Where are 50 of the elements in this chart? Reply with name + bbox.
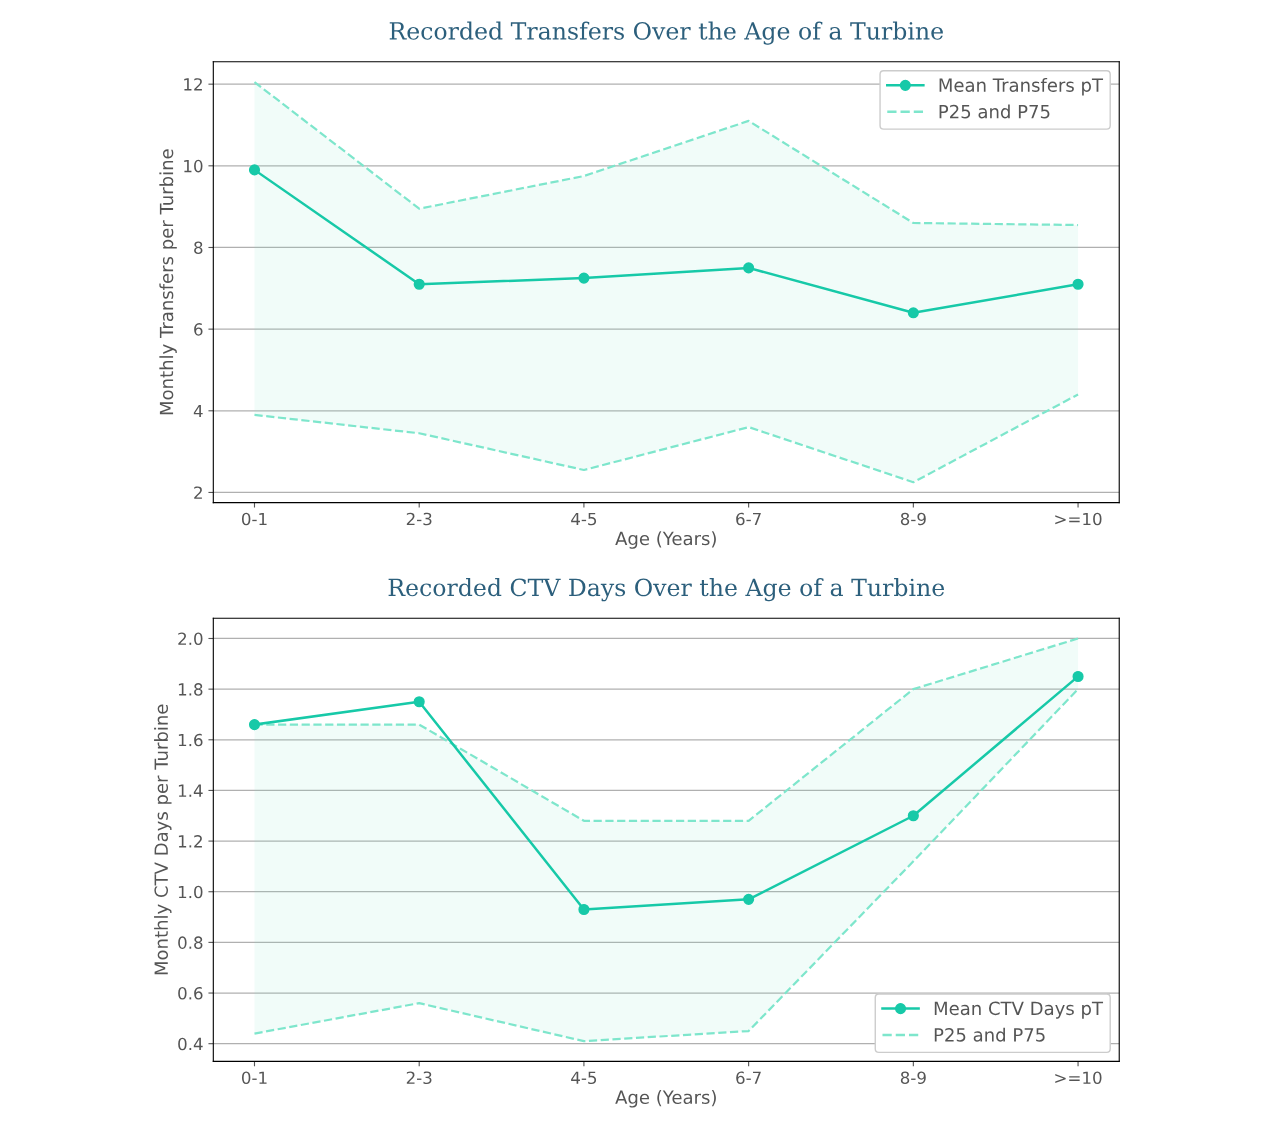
x-tick-label: 2-3 xyxy=(406,1071,432,1085)
legend-label: Mean CTV Days pT xyxy=(934,1001,1104,1019)
x-tick-label: 4-5 xyxy=(571,1071,597,1085)
legend-label: Mean Transfers pT xyxy=(939,77,1104,96)
x-tick-label: 6-7 xyxy=(736,1071,761,1085)
point xyxy=(743,262,755,274)
line-series xyxy=(253,393,1080,484)
y-tick-label: 8 xyxy=(194,241,203,255)
chart-title: Recorded CTV Days Over the Age of a Turbine xyxy=(388,578,945,602)
y-tick-label: 12 xyxy=(184,78,202,91)
y-tick-label: 6 xyxy=(194,323,203,336)
x-tick-label: 2-3 xyxy=(406,512,432,526)
point xyxy=(578,903,590,916)
y-tick-label: 1.4 xyxy=(178,784,203,797)
x-tick-label: 0-1 xyxy=(241,1071,267,1085)
y-tick-label: 1.6 xyxy=(178,733,203,747)
x-tick-label: 8-9 xyxy=(900,512,926,526)
y-tick-label: 2.0 xyxy=(178,632,203,646)
point xyxy=(413,278,425,290)
point xyxy=(248,719,261,731)
x-tick-label: 8-9 xyxy=(900,1071,926,1085)
y-axis-title: Monthly CTV Days per Turbine xyxy=(154,704,172,975)
y-tick-label: 0.4 xyxy=(178,1037,203,1051)
x-axis-title: Age (Years) xyxy=(615,1090,716,1108)
point xyxy=(743,893,755,905)
x-tick-label: 4-5 xyxy=(571,512,597,526)
x-tick-label: 6-7 xyxy=(736,512,761,526)
chart-title: Recorded Transfers Over the Age of a Turbine xyxy=(389,21,943,45)
point xyxy=(578,272,590,284)
x-axis-title: Age (Years) xyxy=(615,531,716,549)
y-tick-label: 2 xyxy=(194,486,202,499)
y-tick-label: 1.2 xyxy=(178,835,202,848)
y-tick-label: 4 xyxy=(193,404,203,418)
legend-label: P25 and P75 xyxy=(934,1027,1045,1042)
point xyxy=(907,810,919,822)
x-tick-label: 0-1 xyxy=(241,512,267,526)
y-tick-label: 10 xyxy=(184,159,203,173)
point xyxy=(248,164,261,176)
x-tick-label: >=10 xyxy=(1055,1071,1102,1085)
legend-label: P25 and P75 xyxy=(939,104,1050,119)
point xyxy=(1072,670,1084,683)
y-tick-label: 0.6 xyxy=(178,987,203,1000)
y-tick-label: 1.8 xyxy=(178,683,203,696)
y-tick-label: 1.0 xyxy=(178,885,203,899)
point xyxy=(413,696,425,708)
y-axis-title: Monthly Transfers per Turbine xyxy=(159,149,177,415)
y-tick-label: 0.8 xyxy=(178,936,203,949)
point xyxy=(907,307,919,319)
point xyxy=(1072,278,1084,290)
x-tick-label: >=10 xyxy=(1055,512,1102,526)
